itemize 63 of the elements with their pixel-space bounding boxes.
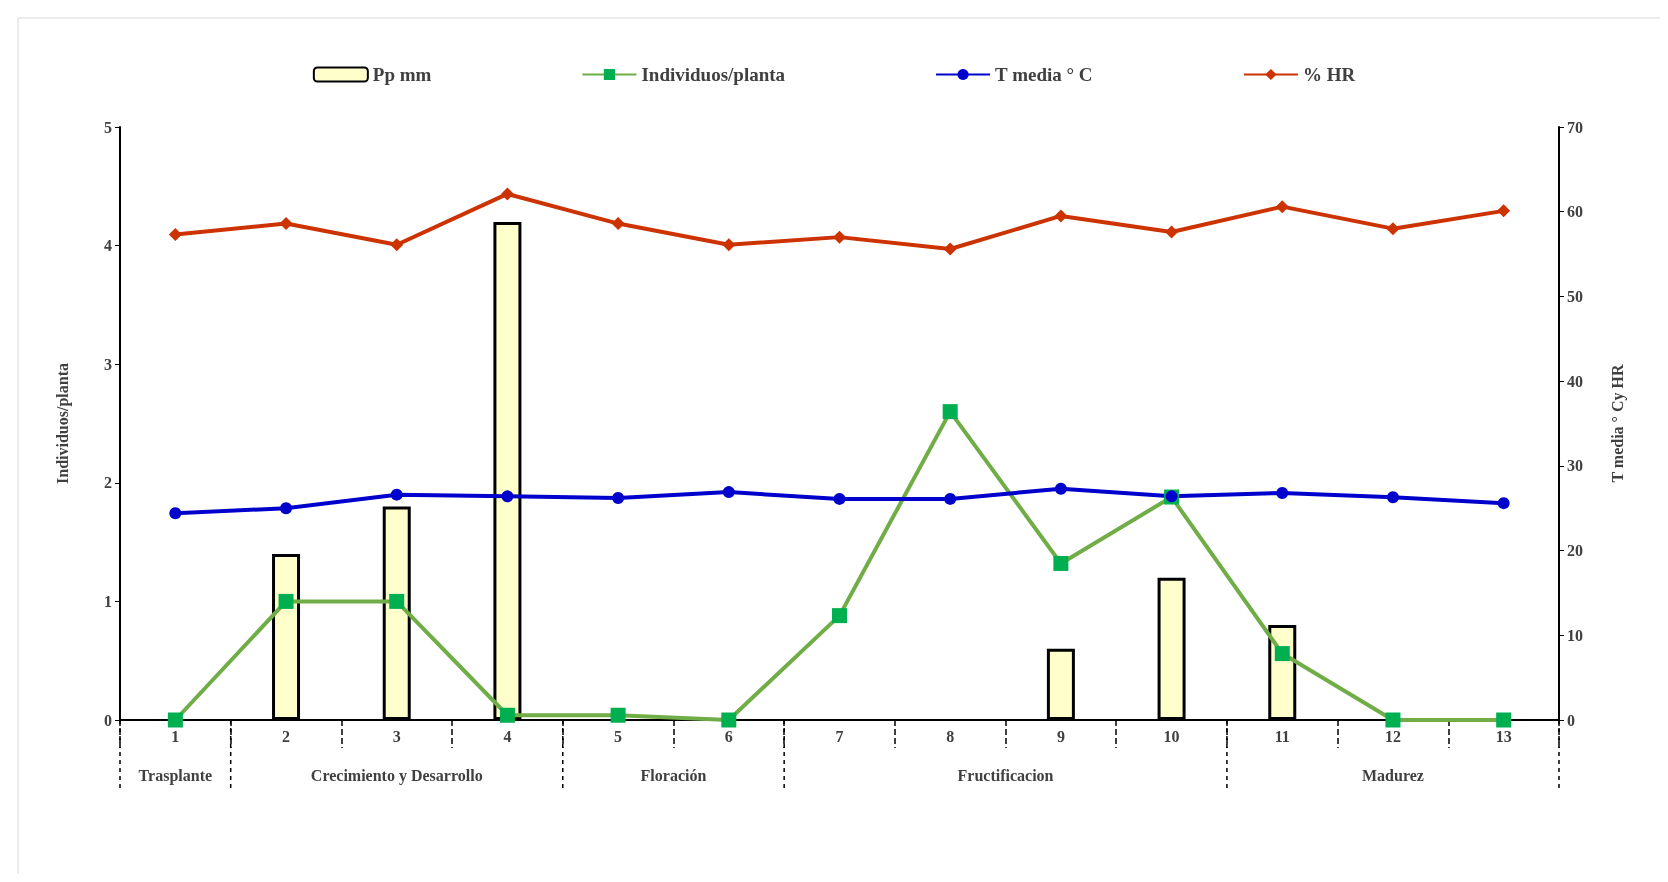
point [501, 490, 514, 503]
y2-tick-label: 20 [1567, 542, 1583, 560]
x-tick-label: 2 [282, 727, 291, 745]
y-tick-label: 5 [104, 118, 112, 136]
y-tick-label: 1 [104, 592, 112, 610]
point [833, 230, 846, 244]
y-tick-label: 3 [104, 355, 112, 373]
x-tick-label: 10 [1163, 727, 1180, 745]
point [390, 488, 403, 501]
point [722, 486, 735, 499]
x-tick-label: 4 [503, 727, 512, 745]
point [944, 492, 957, 505]
x-tick-label: 3 [392, 727, 401, 745]
point [1054, 482, 1067, 495]
point [1497, 497, 1510, 510]
x-tick-label: 12 [1384, 727, 1401, 745]
y2-tick-label: 60 [1567, 203, 1583, 221]
point [722, 238, 736, 252]
legend-label: T media ° C [995, 64, 1093, 85]
point [1386, 491, 1399, 504]
legend-label: % HR [1302, 64, 1356, 85]
x-tick-label: 8 [946, 727, 955, 745]
point [279, 217, 293, 231]
x-tick-label: 5 [614, 727, 623, 745]
point [280, 502, 293, 515]
y2-tick-label: 50 [1567, 287, 1583, 305]
point [390, 238, 404, 252]
y-tick-label: 4 [104, 237, 112, 255]
x-tick-label: 1 [171, 727, 180, 745]
point [1054, 209, 1068, 223]
x-tick-label: 11 [1274, 727, 1290, 745]
point [1497, 204, 1511, 218]
y-tick-label: 2 [104, 474, 112, 492]
point [943, 242, 957, 256]
text: Floración [640, 766, 707, 784]
y-tick-label: 0 [104, 711, 112, 729]
point [1386, 222, 1400, 236]
point [611, 217, 625, 231]
y-axis-title: Individuos/planta [53, 363, 72, 484]
legend-label: Individuos/planta [641, 64, 786, 85]
y2-axis-title: T media ° Cy HR [1608, 364, 1627, 483]
x-tick-label: 9 [1056, 727, 1065, 745]
y2-tick-label: 70 [1567, 118, 1583, 136]
point [500, 187, 514, 201]
point [612, 492, 625, 505]
point [1275, 200, 1289, 214]
point [169, 507, 182, 520]
y2-tick-label: 40 [1567, 372, 1583, 390]
text: Trasplante [138, 766, 213, 785]
x-tick-label: 6 [724, 727, 733, 745]
x-tick-label: 7 [835, 727, 844, 745]
y2-tick-label: 10 [1567, 626, 1583, 644]
point [833, 492, 846, 505]
point [1165, 225, 1179, 239]
legend-label: Pp mm [372, 64, 432, 85]
text: Madurez [1362, 766, 1424, 784]
point [168, 228, 182, 242]
y2-tick-label: 30 [1567, 457, 1583, 475]
text: Fructificacion [957, 766, 1054, 784]
text: Crecimiento y Desarrollo [310, 766, 483, 785]
y2-tick-label: 0 [1567, 711, 1575, 729]
point [1276, 486, 1289, 499]
x-tick-label: 13 [1495, 727, 1512, 745]
